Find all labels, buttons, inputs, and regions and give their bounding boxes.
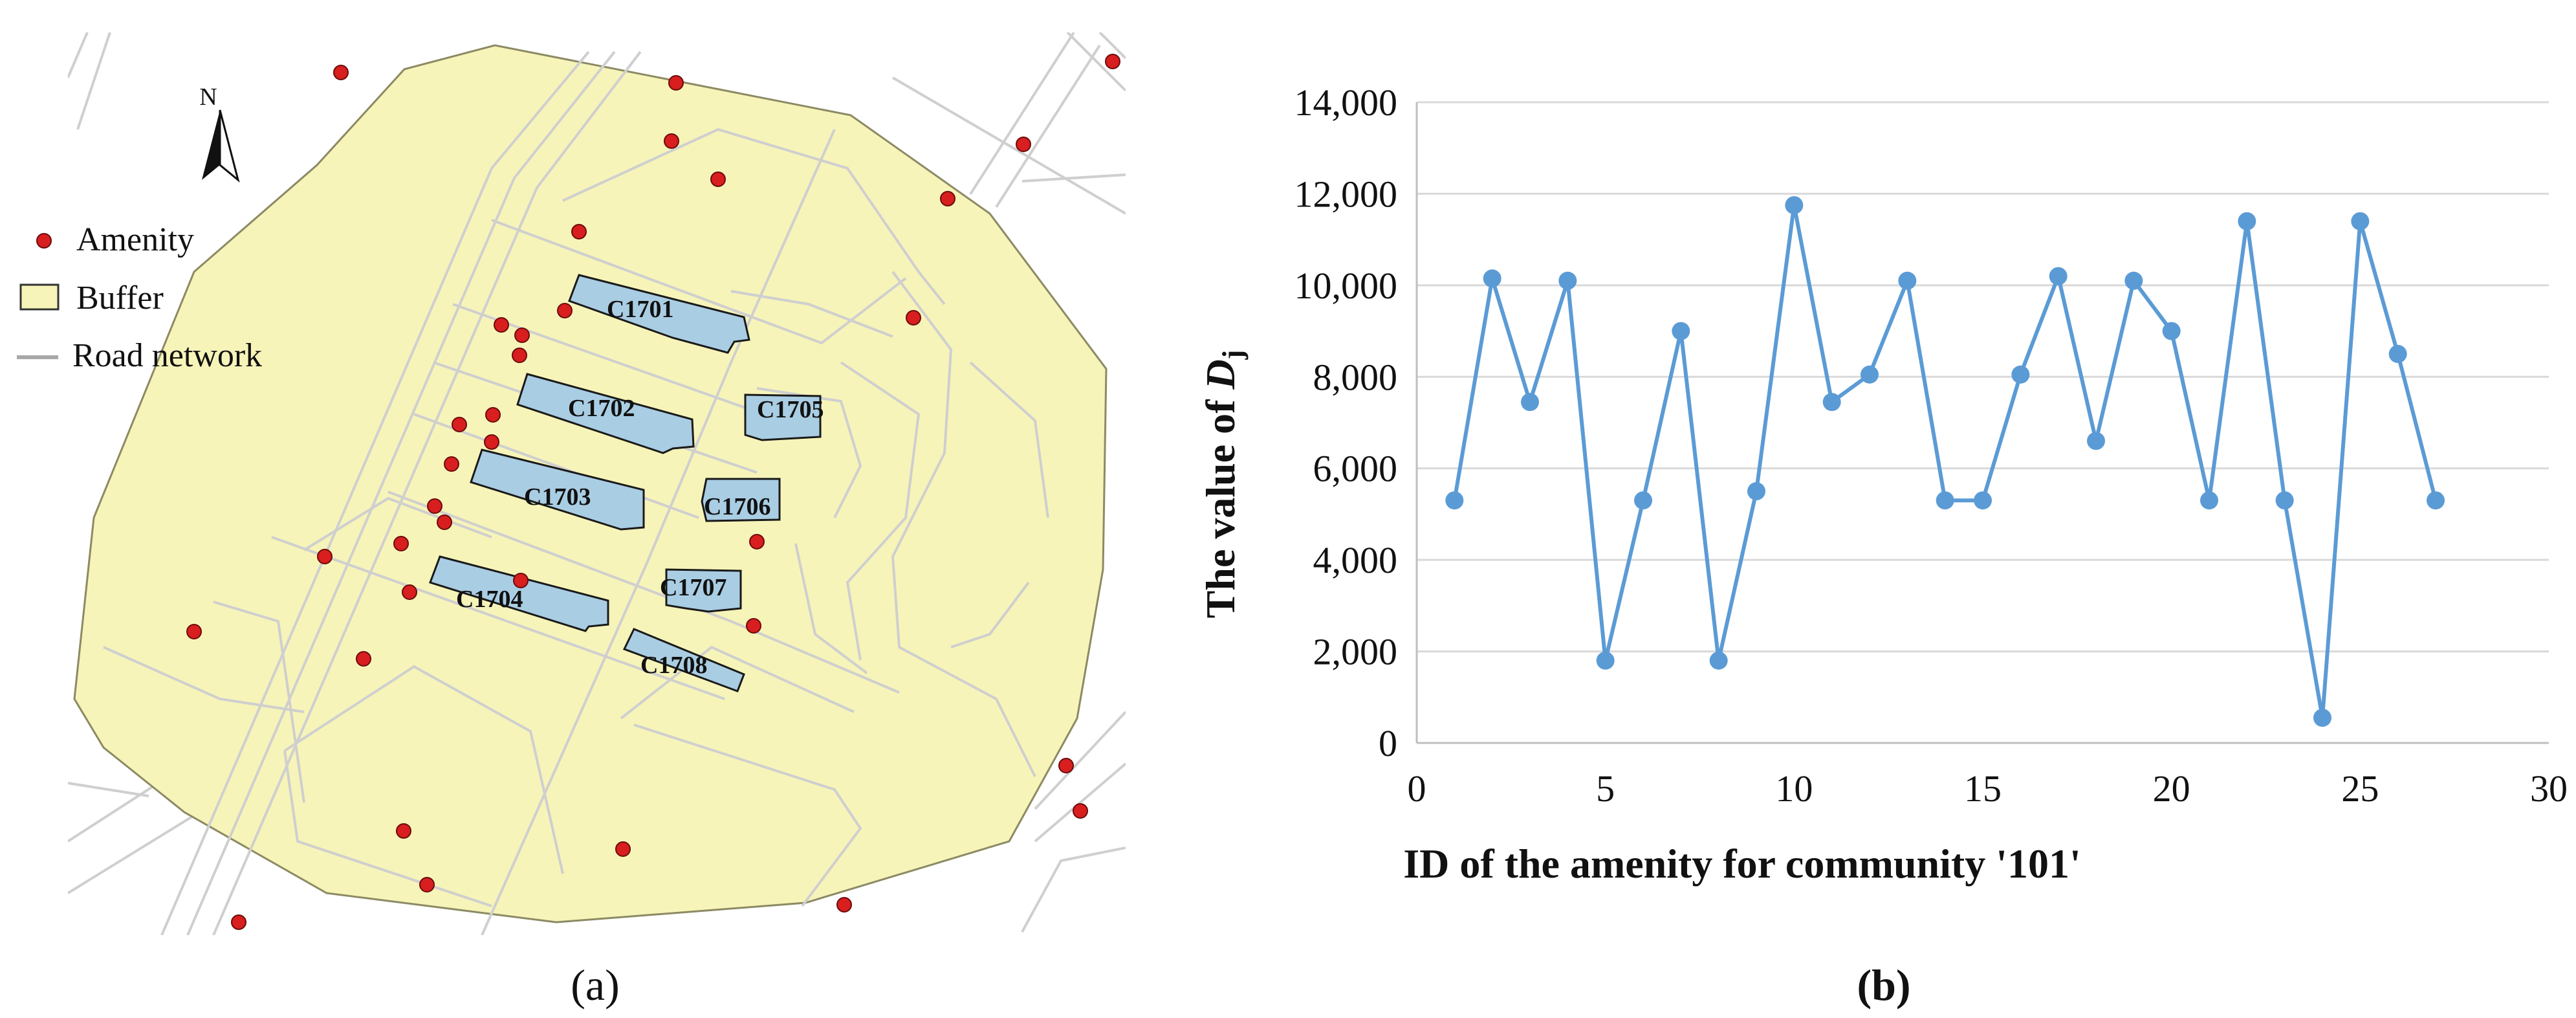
- x-tick-label: 30: [2530, 768, 2568, 810]
- x-tick-label: 10: [1775, 768, 1813, 810]
- y-tick-labels: 0 2,000 4,000 6,000 8,000 10,000 12,000 14,000: [1294, 82, 1398, 764]
- data-point: [1785, 196, 1804, 215]
- building-label: C1707: [660, 574, 726, 601]
- x-axis-title: ID of the amenity for community '101': [1403, 841, 2081, 887]
- amenity-legend-icon: [36, 233, 52, 249]
- y-tick-label: 12,000: [1294, 173, 1398, 215]
- data-point: [2200, 491, 2218, 510]
- chart-series: [1445, 196, 2445, 727]
- data-point: [2049, 267, 2068, 285]
- x-tick-label: 5: [1596, 768, 1615, 810]
- data-point: [1709, 651, 1728, 670]
- data-point: [1672, 322, 1690, 340]
- data-point: [1445, 491, 1464, 510]
- data-point: [2162, 322, 2181, 340]
- y-axis-title: The value of Dj: [1197, 350, 1249, 619]
- building-c1707: [665, 568, 742, 613]
- x-tick-label: 0: [1408, 768, 1426, 810]
- data-point: [1974, 491, 1992, 510]
- legend-road-label: Road network: [72, 337, 262, 374]
- data-point: [1521, 393, 1539, 412]
- map-legend: Amenity Buffer Road network: [17, 221, 262, 374]
- data-point: [1936, 491, 1954, 510]
- data-point: [2427, 491, 2445, 510]
- building-labels: C1701 C1702 C1703 C1704 C1705 C1706 C170…: [456, 296, 824, 679]
- building-c1703: [470, 448, 645, 531]
- x-tick-labels: 0 5 10 15 20 25 30: [1408, 768, 2568, 810]
- building-label: C1705: [757, 396, 824, 423]
- panel-label-b: (b): [1857, 960, 1910, 1010]
- building-label: C1706: [704, 493, 770, 520]
- chart-axes: [1415, 102, 2549, 744]
- series-line: [1452, 203, 2438, 720]
- map-panel: C1701 C1702 C1703 C1704 C1705 C1706 C170…: [17, 32, 1126, 1010]
- data-point: [2313, 709, 2331, 727]
- building-c1704: [429, 555, 609, 632]
- y-tick-label: 8,000: [1313, 356, 1398, 398]
- north-arrow-icon: N: [199, 83, 240, 183]
- data-point: [1747, 482, 1765, 501]
- x-tick-label: 15: [1964, 768, 2002, 810]
- chart-panel: 02,0004,0006,0008,00010,00012,00014,000 …: [1197, 82, 2568, 1010]
- x-tick-label: 25: [2341, 768, 2379, 810]
- building-label: C1702: [568, 395, 635, 422]
- building-label: C1703: [524, 483, 591, 511]
- panel-label-a: (a): [571, 960, 619, 1010]
- building-c1708: [622, 628, 745, 692]
- y-axis-title-symbol: D: [1197, 359, 1243, 390]
- y-axis-title-prefix: The value of: [1197, 390, 1243, 619]
- building-label: C1708: [640, 652, 707, 679]
- data-point: [1483, 269, 1501, 288]
- building-label: C1704: [456, 586, 523, 613]
- y-tick-label: 4,000: [1313, 539, 1398, 581]
- y-tick-label: 2,000: [1313, 631, 1398, 673]
- data-point: [1596, 651, 1615, 670]
- building-label: C1701: [607, 296, 673, 323]
- data-point: [2351, 212, 2370, 230]
- y-tick-label: 0: [1379, 722, 1397, 764]
- buildings: [429, 274, 822, 692]
- chart-gridlines: [1417, 101, 2549, 653]
- data-point: [1861, 365, 1879, 384]
- data-point: [2124, 271, 2143, 290]
- data-point: [2087, 432, 2105, 450]
- building-c1701: [568, 274, 750, 354]
- legend-amenity-label: Amenity: [76, 221, 194, 258]
- building-c1706: [701, 478, 781, 522]
- y-tick-label: 14,000: [1294, 82, 1398, 124]
- y-tick-label: 10,000: [1294, 265, 1398, 307]
- data-point: [1558, 271, 1577, 290]
- y-axis-title-subscript: j: [1217, 350, 1249, 360]
- data-point: [1898, 271, 1917, 290]
- y-tick-label: 6,000: [1313, 448, 1398, 490]
- legend-buffer-label: Buffer: [76, 280, 164, 316]
- building-c1702: [516, 373, 695, 454]
- x-tick-label: 20: [2153, 768, 2190, 810]
- data-point: [2275, 491, 2294, 510]
- data-point: [2238, 212, 2256, 230]
- amenity-points: [186, 54, 1120, 930]
- data-point: [2011, 365, 2030, 384]
- data-point: [2388, 344, 2407, 363]
- data-point: [1634, 491, 1652, 510]
- road-network: [68, 32, 1126, 933]
- buffer-legend-icon: [19, 283, 60, 311]
- north-label: N: [199, 83, 217, 111]
- building-c1705: [744, 393, 822, 441]
- data-point: [1822, 393, 1841, 412]
